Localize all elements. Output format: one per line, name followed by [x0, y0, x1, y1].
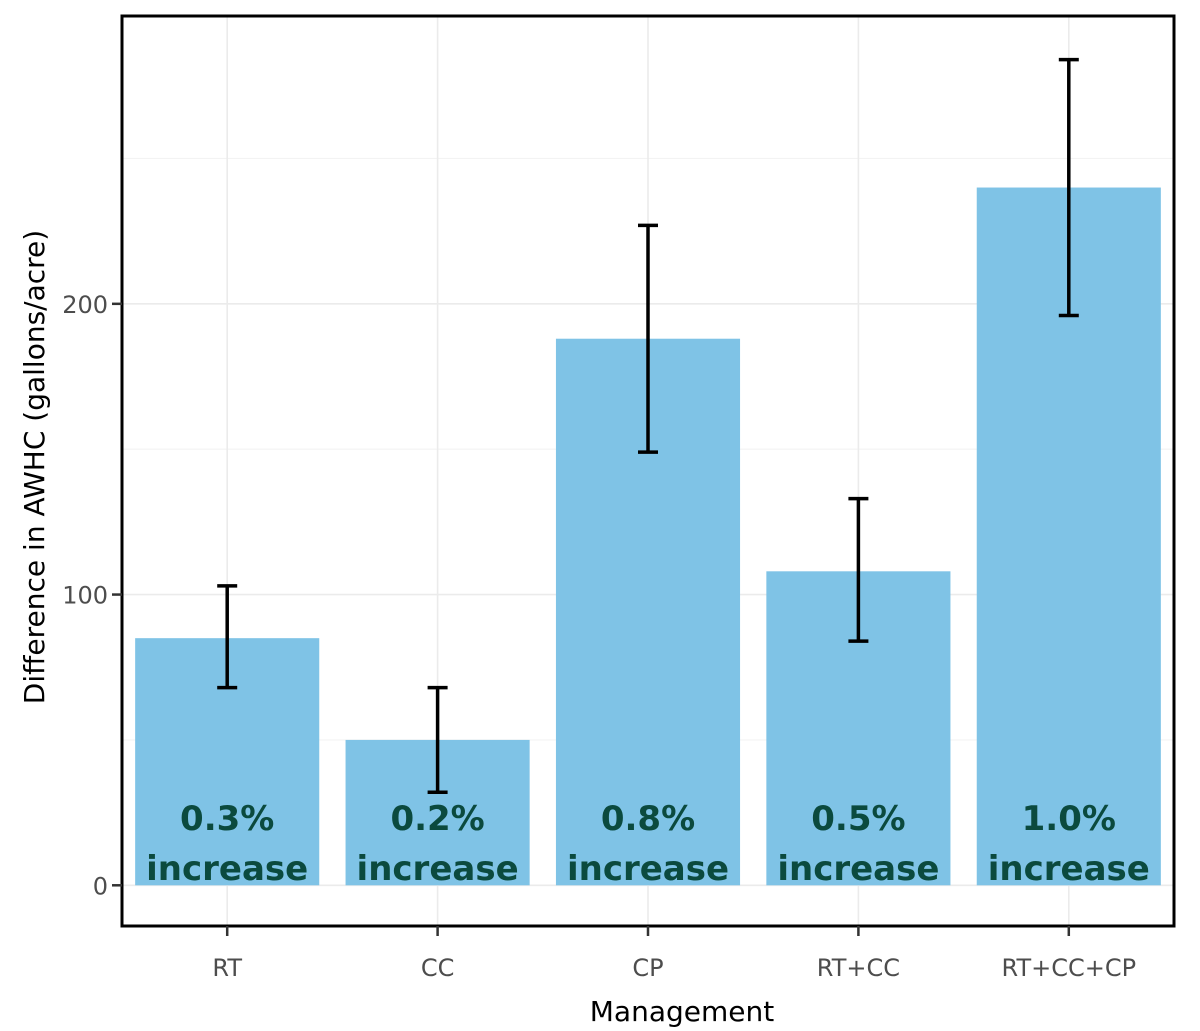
y-tick-label: 100	[62, 582, 108, 610]
x-tick-label: RT+CC	[817, 954, 900, 982]
bar-label-word: increase	[146, 849, 308, 889]
bar-label-percent: 0.3%	[180, 799, 274, 839]
x-tick-label: RT+CC+CP	[1002, 954, 1137, 982]
y-tick-label: 0	[93, 872, 108, 900]
bar-label-word: increase	[357, 849, 519, 889]
bar-label-word: increase	[988, 849, 1150, 889]
x-tick-label: CP	[632, 954, 663, 982]
bar-label-percent: 1.0%	[1022, 799, 1116, 839]
y-tick-label: 200	[62, 291, 108, 319]
bar-label-word: increase	[777, 849, 939, 889]
bar-label-percent: 0.5%	[811, 799, 905, 839]
bar-label-2: 0.8% increase	[567, 799, 729, 889]
bar-label-4: 1.0% increase	[988, 799, 1150, 889]
bars	[135, 187, 1161, 886]
bar-label-3: 0.5% increase	[777, 799, 939, 889]
x-tick-label: CC	[421, 954, 455, 982]
bar-label-percent: 0.8%	[601, 799, 695, 839]
y-axis: 0 100 200	[62, 291, 122, 900]
bar-label-percent: 0.2%	[390, 799, 484, 839]
y-axis-title: Difference in AWHC (gallons/acre)	[18, 230, 51, 704]
x-axis: RT CC CP RT+CC RT+CC+CP	[212, 926, 1136, 982]
x-tick-label: RT	[212, 954, 242, 982]
bar-label-0: 0.3% increase	[146, 799, 308, 889]
error-bars	[217, 57, 1079, 795]
bar-label-word: increase	[567, 849, 729, 889]
bar-label-1: 0.2% increase	[357, 799, 519, 889]
x-axis-title: Management	[590, 995, 774, 1028]
